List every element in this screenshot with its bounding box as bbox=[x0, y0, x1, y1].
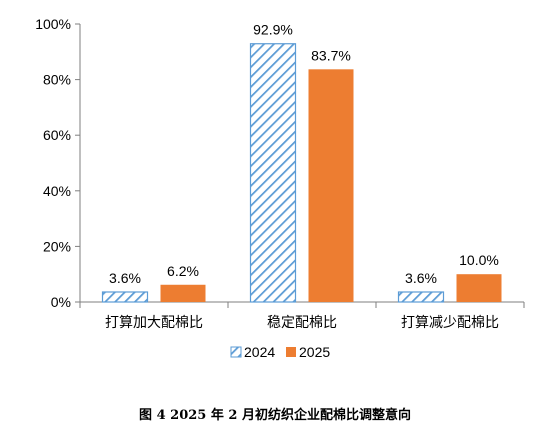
data-label: 83.7% bbox=[311, 47, 351, 63]
y-tick-label: 80% bbox=[43, 72, 71, 88]
y-tick-label: 100% bbox=[35, 16, 71, 32]
legend-label-2025: 2025 bbox=[299, 344, 330, 360]
y-tick-label: 20% bbox=[43, 238, 71, 254]
bar-2025-2 bbox=[308, 69, 354, 303]
legend-label-2024: 2024 bbox=[244, 344, 275, 360]
bar-chart: 0%20%40%60%80%100% 3.6% 6.2%92.9%83.7%3.6… bbox=[35, 16, 525, 360]
category-labels: 打算加大配棉比 稳定配棉比 打算减少配棉比 bbox=[105, 314, 499, 331]
legend-swatch-2025 bbox=[286, 347, 296, 357]
bar-2024-1 bbox=[101, 291, 149, 303]
x-category-label: 稳定配棉比 bbox=[267, 314, 337, 331]
y-axis-ticks: 0% 20% 40% 60% 80% 100% bbox=[35, 16, 80, 310]
data-label: 10.0% bbox=[459, 252, 499, 268]
data-label: 3.6% bbox=[109, 270, 141, 286]
data-label: 92.9% bbox=[253, 22, 293, 38]
axes bbox=[79, 24, 525, 308]
legend-swatch-2024 bbox=[230, 346, 242, 358]
data-labels: 3.6% 6.2% 92.9% 83.7% 3.6% 10.0% bbox=[109, 22, 499, 286]
x-category-label: 打算加大配棉比 bbox=[105, 314, 203, 331]
data-label: 3.6% bbox=[405, 270, 437, 286]
y-tick-label: 60% bbox=[43, 127, 71, 143]
data-label: 6.2% bbox=[167, 263, 199, 279]
bar-2024-3 bbox=[397, 291, 445, 303]
bar-2024-2 bbox=[249, 43, 297, 303]
y-tick-label: 0% bbox=[51, 294, 71, 310]
bar-2025-1 bbox=[160, 284, 206, 302]
legend: 2024 2025 bbox=[230, 344, 330, 360]
x-category-label: 打算减少配棉比 bbox=[401, 314, 499, 331]
bars bbox=[101, 43, 502, 303]
y-tick-label: 40% bbox=[43, 183, 71, 199]
bar-2025-3 bbox=[456, 274, 502, 302]
figure-caption: 图 4 2025 年 2 月初纺织企业配棉比调整意向 bbox=[139, 408, 411, 423]
